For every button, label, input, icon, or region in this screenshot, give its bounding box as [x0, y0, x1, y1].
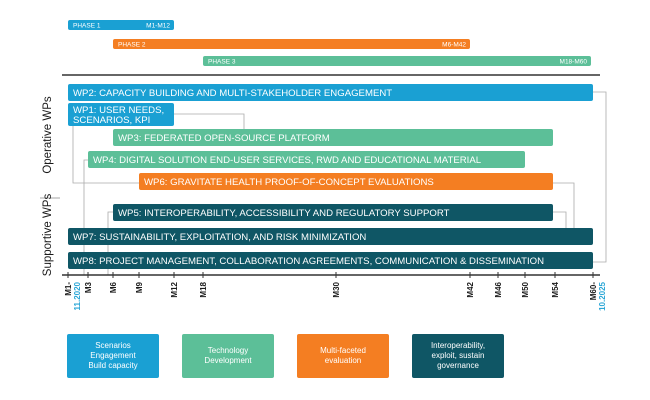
tick-label-M12: M12	[170, 281, 179, 297]
wp3-bar	[113, 129, 553, 146]
tick-label-M54: M54	[551, 281, 560, 297]
phase-2-label: PHASE 2	[118, 41, 146, 48]
legend-technology: Technology Development	[182, 334, 274, 378]
tick-label-M30: M30	[332, 281, 341, 297]
tick-label-M6: M6	[109, 281, 118, 293]
connector-line	[174, 113, 245, 129]
tick-label-M18: M18	[199, 281, 208, 297]
wp1-label-line-2: SCENARIOS, KPI	[73, 115, 150, 126]
phase-2-range: M6-M42	[442, 41, 466, 48]
tick-date-label: 11.2020	[73, 281, 82, 310]
connector-line	[72, 126, 139, 184]
legend-governance: Interoperability, exploit, sustain gover…	[412, 334, 504, 378]
phase-2-bar	[113, 39, 470, 49]
wp8-bar	[68, 252, 593, 269]
time-axis: M1- 11.2020 M3 M6 M9 M12 M18 M30 M42 M46 M50 M54 M60…	[64, 272, 607, 311]
phase-1-bar	[68, 20, 174, 30]
connector-line	[593, 91, 607, 263]
wp1-label-line-1: WP1: USER NEEDS,	[73, 105, 164, 116]
wp1-bar	[68, 103, 174, 126]
wp6-label: WP6: GRAVITATE HEALTH PROOF-OF-CONCEPT E…	[144, 177, 434, 188]
work-package-bars: WP2: CAPACITY BUILDING AND MULTI-STAKEHO…	[68, 84, 593, 269]
wp4-label: WP4: DIGITAL SOLUTION END-USER SERVICES,…	[93, 155, 482, 166]
connector-line	[553, 182, 575, 236]
phase-1-range: M1-M12	[146, 22, 170, 29]
phase-3-label: PHASE 3	[208, 58, 236, 65]
wp6-bar	[139, 173, 553, 190]
tick-label-M1: M1-	[64, 282, 73, 296]
phase-bars: PHASE 1 M1-M12 PHASE 2 M6-M42 PHASE 3 M18-M60	[68, 20, 591, 66]
legend-evaluation: Multi-faceted evaluation	[297, 334, 389, 378]
operative-wps-label: Operative WPs	[42, 96, 54, 174]
wp8-label: WP8: PROJECT MANAGEMENT, COLLABORATION A…	[73, 256, 544, 267]
supportive-wps-label: Supportive WPs	[42, 194, 54, 277]
tick-date-label: 10.2025	[598, 281, 607, 310]
wp7-bar	[68, 228, 593, 245]
wp3-label: WP3: FEDERATED OPEN-SOURCE PLATFORM	[118, 133, 330, 144]
phase-3-range: M18-M60	[560, 58, 588, 65]
wp4-bar	[88, 151, 525, 168]
tick-label-M50: M50	[521, 281, 530, 297]
phase-1-label: PHASE 1	[73, 22, 101, 29]
wp5-label: WP5: INTEROPERABILITY, ACCESSIBILITY AND…	[118, 208, 450, 219]
tick-label-M9: M9	[135, 281, 144, 293]
tick-label-M3: M3	[84, 281, 93, 293]
legend-scenarios: Scenarios Engagement Build capacity	[67, 334, 159, 378]
phase-3-bar	[203, 56, 591, 66]
tick-label-M60: M60-	[589, 282, 598, 301]
wp2-label: WP2: CAPACITY BUILDING AND MULTI-STAKEHO…	[73, 88, 392, 99]
wp7-label: WP7: SUSTAINABILITY, EXPLOITATION, AND R…	[73, 232, 366, 243]
wp2-bar	[68, 84, 593, 101]
connector-lines	[72, 91, 607, 275]
wp5-bar	[113, 204, 553, 221]
tick-label-M46: M46	[494, 281, 503, 297]
tick-label-M42: M42	[466, 281, 475, 297]
